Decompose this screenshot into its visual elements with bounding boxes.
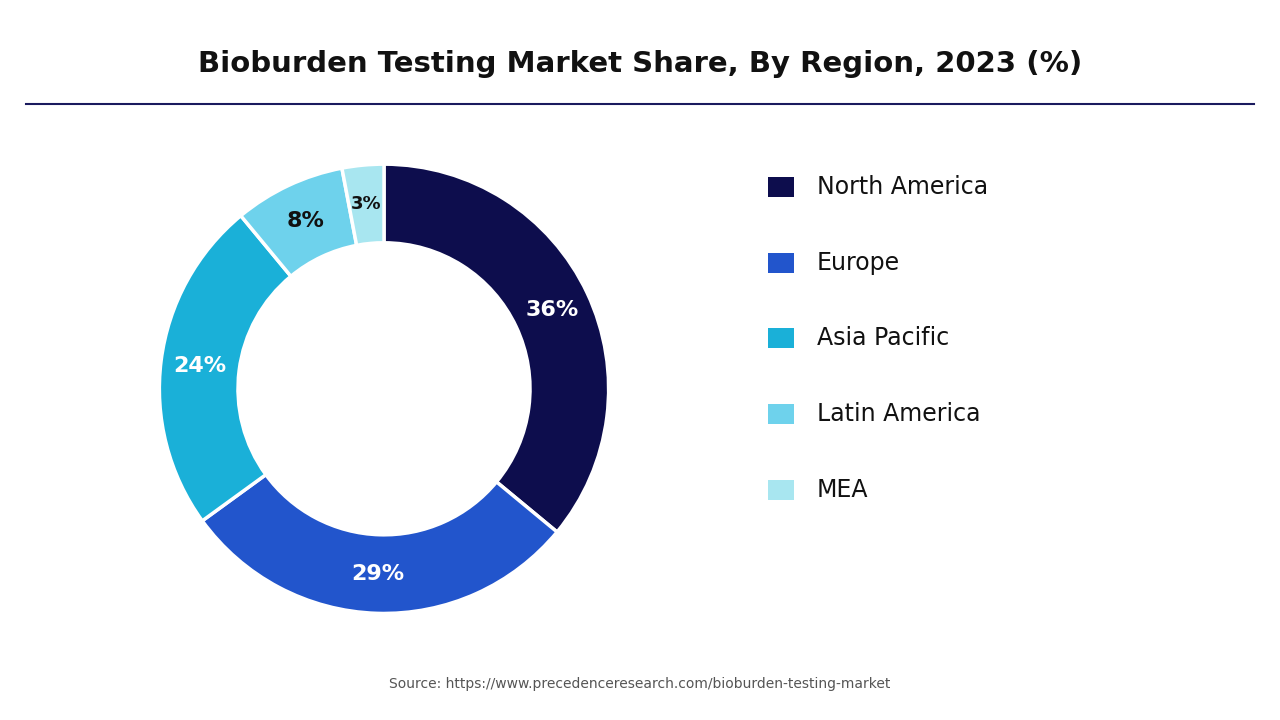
Text: 24%: 24%: [174, 356, 227, 376]
Text: North America: North America: [817, 175, 988, 199]
Text: Source: https://www.precedenceresearch.com/bioburden-testing-market: Source: https://www.precedenceresearch.c…: [389, 678, 891, 691]
Wedge shape: [241, 168, 357, 276]
Text: 8%: 8%: [287, 211, 324, 231]
Wedge shape: [202, 474, 557, 613]
Text: Bioburden Testing Market Share, By Region, 2023 (%): Bioburden Testing Market Share, By Regio…: [198, 50, 1082, 78]
Text: 3%: 3%: [351, 195, 381, 213]
Text: Latin America: Latin America: [817, 402, 980, 426]
Wedge shape: [384, 164, 608, 532]
Wedge shape: [342, 164, 384, 246]
Text: 29%: 29%: [352, 564, 404, 584]
Wedge shape: [160, 216, 291, 521]
Text: Asia Pacific: Asia Pacific: [817, 326, 948, 351]
Text: Europe: Europe: [817, 251, 900, 275]
Text: MEA: MEA: [817, 477, 868, 502]
Text: 36%: 36%: [525, 300, 579, 320]
